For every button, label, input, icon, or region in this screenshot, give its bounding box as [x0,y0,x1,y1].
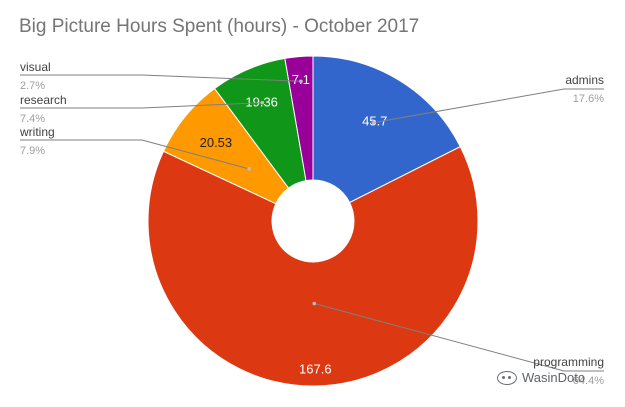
leader-dot-admins [371,120,376,125]
slice-value-programming: 167.6 [299,361,332,376]
slice-percent-visual: 2.7% [20,80,45,92]
leader-dot-visual [299,79,303,84]
slice-value-admins: 45.7 [362,114,387,129]
slice-percent-programming: 64.4% [573,375,604,387]
slice-percent-writing: 7.9% [20,145,45,157]
wechat-icon [497,370,517,385]
pie-slice-admins [312,55,461,204]
slice-label-admins: admins [565,73,604,87]
leader-dot-programming [312,301,317,306]
leader-dot-research [260,100,265,105]
leader-dot-writing [247,167,251,171]
pie-slice-programming [147,145,479,387]
slice-value-writing: 20.53 [200,135,233,150]
leader-line-research [20,102,263,109]
slice-value-visual: 7.1 [292,72,310,87]
slice-label-visual: visual [20,60,51,74]
chart-title: Big Picture Hours Spent (hours) - Octobe… [19,16,420,37]
slice-percent-research: 7.4% [20,113,45,125]
leader-line-visual [20,74,302,82]
pie-slice-visual [284,55,314,182]
slice-label-programming: programming [533,355,604,369]
slice-percent-admins: 17.6% [573,93,604,105]
slice-label-research: research [20,93,67,107]
watermark-text: WasinDoto [522,370,586,385]
leader-line-programming [314,303,604,372]
slice-label-writing: writing [19,125,55,139]
watermark: WasinDoto [497,370,585,385]
leader-line-writing [20,139,250,170]
leader-line-admins [373,88,604,124]
